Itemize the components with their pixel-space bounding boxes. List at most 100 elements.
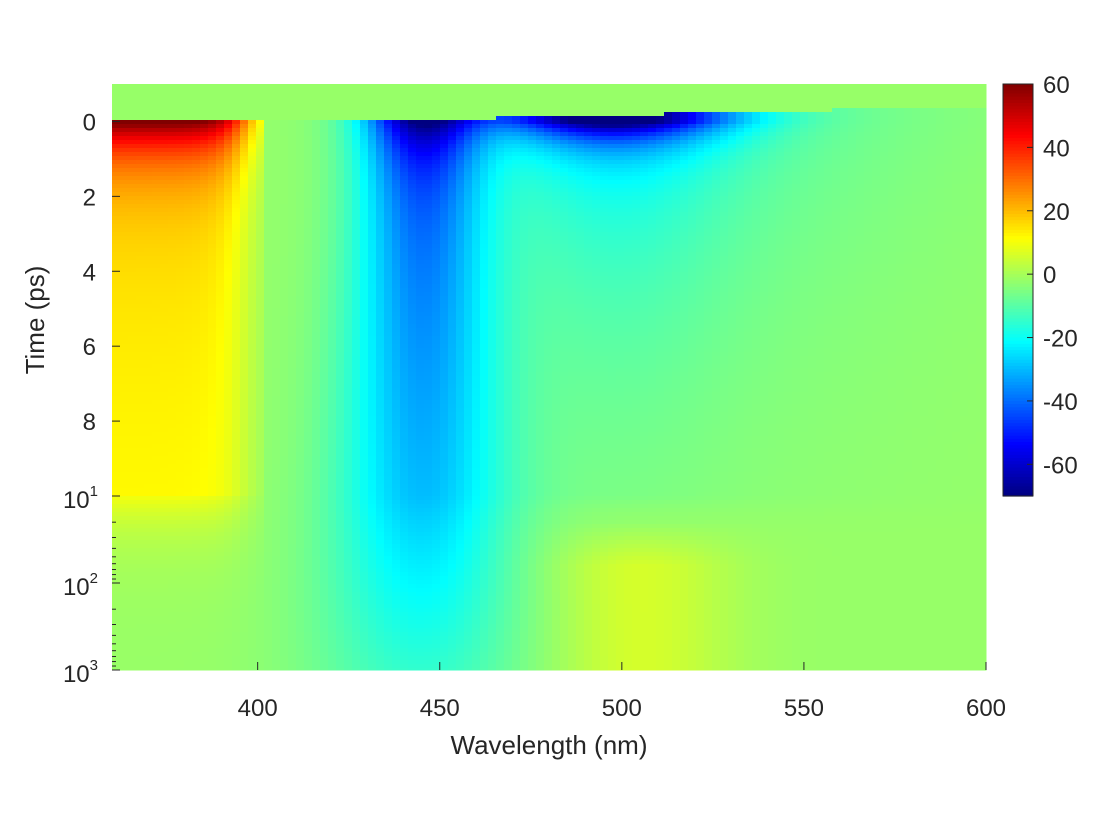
heatmap-cell [192, 256, 201, 261]
heatmap-cell [848, 108, 857, 113]
heatmap-cell [240, 148, 249, 153]
heatmap-cell [920, 224, 929, 229]
heatmap-cell [640, 140, 649, 145]
heatmap-cell [704, 180, 713, 185]
heatmap-cell [424, 92, 433, 97]
heatmap-cell [608, 248, 617, 253]
heatmap-cell [912, 248, 921, 253]
heatmap-cell [896, 180, 905, 185]
heatmap-cell [216, 256, 225, 261]
heatmap-cell [504, 232, 513, 237]
heatmap-cell [872, 100, 881, 105]
heatmap-cell [768, 104, 777, 109]
heatmap-cell [760, 120, 769, 125]
heatmap-cell [328, 176, 337, 181]
heatmap-cell [632, 104, 641, 109]
heatmap-cell [576, 204, 585, 209]
heatmap-cell [216, 264, 225, 269]
heatmap-cell [616, 244, 625, 249]
heatmap-cell [120, 136, 129, 141]
heatmap-cell [568, 104, 577, 109]
heatmap-cell [896, 120, 905, 125]
heatmap-cell [864, 240, 873, 245]
heatmap-cell [352, 88, 361, 93]
heatmap-cell [240, 204, 249, 209]
heatmap-cell [928, 188, 937, 193]
heatmap-cell [880, 104, 889, 109]
heatmap-cell [184, 92, 193, 97]
heatmap-cell [664, 192, 673, 197]
heatmap-cell [488, 124, 497, 129]
heatmap-cell [256, 92, 265, 97]
heatmap-cell [832, 116, 841, 121]
heatmap-cell [248, 140, 257, 145]
heatmap-cell [848, 140, 857, 145]
heatmap-cell [424, 232, 433, 237]
heatmap-cell [400, 232, 409, 237]
heatmap-cell [432, 156, 441, 161]
heatmap-cell [192, 264, 201, 269]
heatmap-cell [472, 260, 481, 265]
heatmap-cell [264, 264, 273, 269]
heatmap-cell [936, 84, 945, 89]
heatmap-cell [520, 92, 529, 97]
heatmap-cell [712, 104, 721, 109]
heatmap-cell [136, 96, 145, 101]
heatmap-cell [720, 144, 729, 149]
heatmap-cell [768, 164, 777, 169]
heatmap-cell [960, 144, 969, 149]
heatmap-cell [760, 260, 769, 265]
heatmap-cell [568, 240, 577, 245]
heatmap-cell [232, 248, 241, 253]
heatmap-cell [752, 160, 761, 165]
heatmap-cell [160, 132, 169, 137]
heatmap-cell [304, 236, 313, 241]
heatmap-cell [712, 172, 721, 177]
heatmap-cell [400, 200, 409, 205]
heatmap-cell [296, 260, 305, 265]
heatmap-cell [384, 228, 393, 233]
heatmap-cell [408, 180, 417, 185]
heatmap-cell [344, 236, 353, 241]
heatmap-cell [432, 220, 441, 225]
heatmap-cell [704, 100, 713, 105]
heatmap-cell [936, 144, 945, 149]
heatmap-cell [504, 260, 513, 265]
heatmap-cell [624, 84, 633, 89]
heatmap-cell [880, 100, 889, 105]
heatmap-cell [936, 172, 945, 177]
heatmap-cell [608, 128, 617, 133]
heatmap-cell [976, 180, 985, 185]
heatmap-cell [400, 224, 409, 229]
heatmap-cell [296, 196, 305, 201]
heatmap-cell [688, 96, 697, 101]
heatmap-cell [528, 104, 537, 109]
heatmap-cell [952, 248, 961, 253]
heatmap-cell [704, 132, 713, 137]
heatmap-cell [224, 148, 233, 153]
heatmap-cell [808, 228, 817, 233]
heatmap-cell [200, 160, 209, 165]
heatmap-cell [376, 120, 385, 125]
heatmap-cell [768, 92, 777, 97]
heatmap-cell [120, 156, 129, 161]
heatmap-cell [240, 196, 249, 201]
heatmap-cell [144, 228, 153, 233]
heatmap-cell [272, 220, 281, 225]
heatmap-cell [592, 132, 601, 137]
heatmap-cell [248, 252, 257, 257]
heatmap-cell [136, 208, 145, 213]
heatmap-cell [296, 192, 305, 197]
heatmap-cell [608, 216, 617, 221]
heatmap-cell [368, 260, 377, 265]
heatmap-cell [856, 180, 865, 185]
heatmap-cell [392, 120, 401, 125]
heatmap-cell [608, 260, 617, 265]
heatmap-cell [696, 208, 705, 213]
heatmap-cell [896, 204, 905, 209]
heatmap-cell [888, 124, 897, 129]
heatmap-cell [576, 164, 585, 169]
heatmap-cell [240, 104, 249, 109]
heatmap-cell [120, 248, 129, 253]
heatmap-cell [424, 228, 433, 233]
